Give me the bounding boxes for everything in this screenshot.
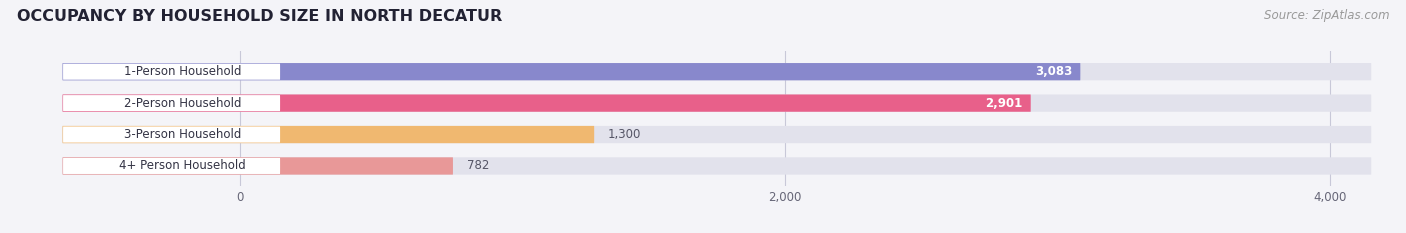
Text: 3-Person Household: 3-Person Household (124, 128, 242, 141)
FancyBboxPatch shape (62, 157, 1371, 175)
Text: 2,901: 2,901 (986, 97, 1022, 110)
FancyBboxPatch shape (62, 94, 1371, 112)
Text: 3,083: 3,083 (1035, 65, 1073, 78)
FancyBboxPatch shape (62, 94, 1031, 112)
FancyBboxPatch shape (62, 126, 595, 143)
FancyBboxPatch shape (63, 64, 280, 80)
FancyBboxPatch shape (62, 63, 1371, 80)
FancyBboxPatch shape (63, 158, 280, 174)
FancyBboxPatch shape (62, 126, 1371, 143)
FancyBboxPatch shape (63, 95, 280, 111)
Text: Source: ZipAtlas.com: Source: ZipAtlas.com (1264, 9, 1389, 22)
FancyBboxPatch shape (62, 157, 453, 175)
Text: 782: 782 (467, 159, 489, 172)
Text: 2-Person Household: 2-Person Household (124, 97, 242, 110)
Text: 1,300: 1,300 (607, 128, 641, 141)
FancyBboxPatch shape (62, 63, 1080, 80)
Text: 4+ Person Household: 4+ Person Household (120, 159, 246, 172)
Text: 1-Person Household: 1-Person Household (124, 65, 242, 78)
FancyBboxPatch shape (63, 127, 280, 143)
Text: OCCUPANCY BY HOUSEHOLD SIZE IN NORTH DECATUR: OCCUPANCY BY HOUSEHOLD SIZE IN NORTH DEC… (17, 9, 502, 24)
